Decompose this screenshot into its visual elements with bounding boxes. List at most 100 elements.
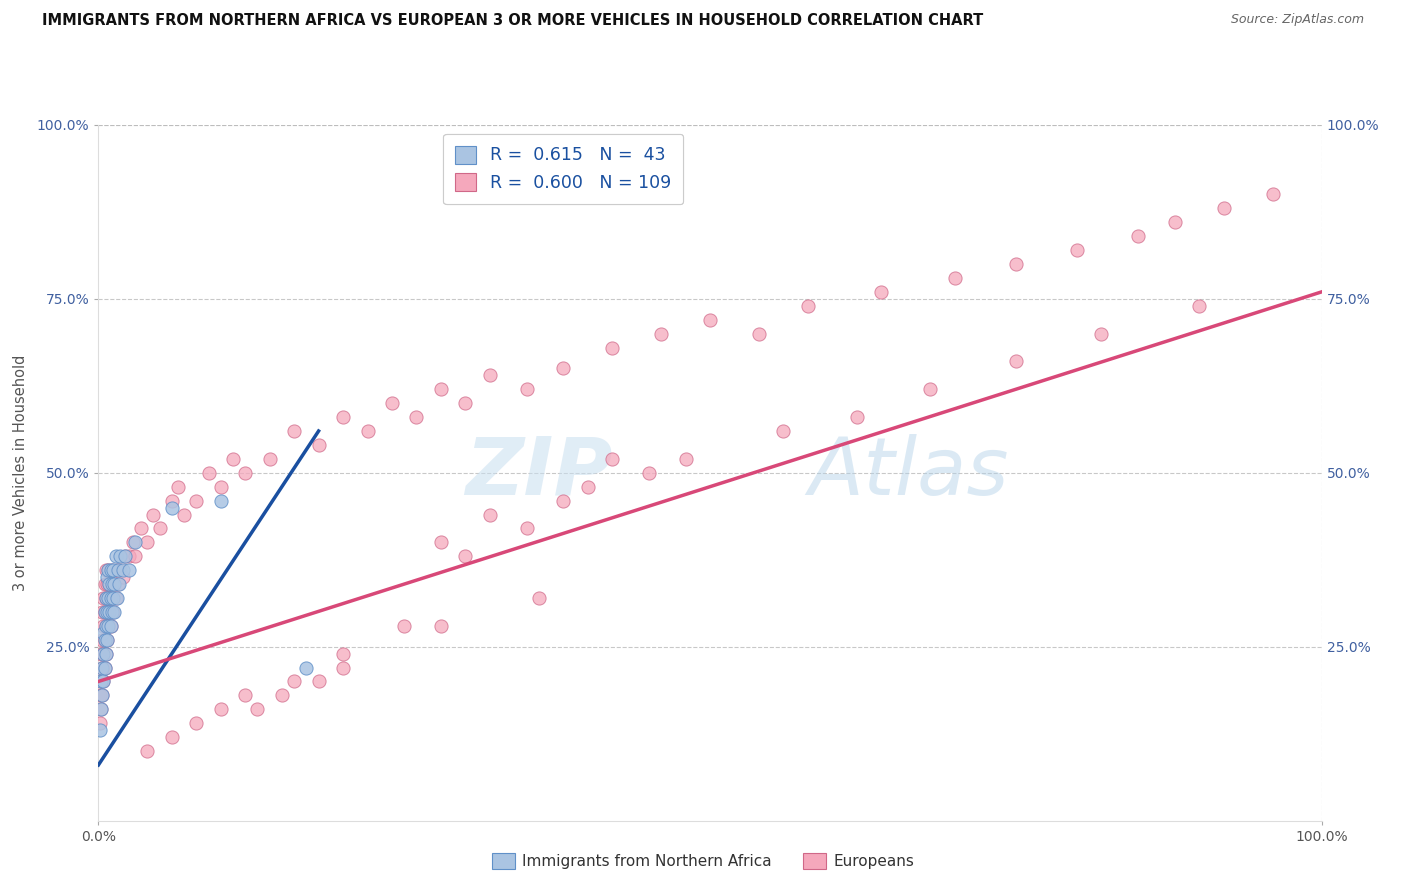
Point: [89, 689, 111, 703]
Point: [91, 625, 114, 640]
Point: [943, 271, 966, 285]
Point: [283, 424, 305, 438]
Point: [103, 577, 125, 591]
Point: [91, 632, 114, 647]
Point: [1261, 187, 1284, 202]
Point: [186, 716, 208, 731]
Point: [104, 549, 127, 564]
Point: [91, 674, 114, 689]
Point: [94, 619, 117, 633]
Text: IMMIGRANTS FROM NORTHERN AFRICA VS EUROPEAN 3 OR MORE VEHICLES IN HOUSEHOLD CORR: IMMIGRANTS FROM NORTHERN AFRICA VS EUROP…: [42, 13, 983, 29]
Point: [553, 493, 575, 508]
Point: [209, 480, 232, 494]
Point: [101, 563, 124, 577]
Point: [1212, 202, 1234, 216]
Point: [107, 563, 129, 577]
Point: [124, 549, 146, 564]
Text: Atlas: Atlas: [808, 434, 1008, 512]
Point: [515, 382, 537, 396]
Point: [97, 619, 120, 633]
Point: [101, 563, 124, 577]
Point: [186, 493, 208, 508]
Point: [91, 660, 114, 674]
Point: [1004, 257, 1026, 271]
Point: [97, 619, 120, 633]
Point: [96, 577, 118, 591]
Point: [405, 410, 427, 425]
Point: [114, 549, 136, 564]
Point: [870, 285, 893, 299]
Point: [650, 326, 672, 341]
Point: [111, 570, 134, 584]
Point: [91, 647, 114, 661]
Point: [93, 632, 115, 647]
Point: [124, 535, 146, 549]
Point: [1128, 229, 1150, 244]
Point: [96, 605, 118, 619]
Point: [110, 549, 132, 564]
Point: [1090, 326, 1112, 341]
Point: [97, 591, 120, 605]
Point: [101, 605, 124, 619]
Point: [1188, 299, 1211, 313]
Point: [100, 591, 122, 605]
Text: ZIP: ZIP: [465, 434, 612, 512]
Point: [93, 660, 115, 674]
Point: [90, 702, 112, 716]
Point: [101, 591, 124, 605]
Point: [259, 451, 281, 466]
Point: [97, 591, 120, 605]
Point: [91, 619, 114, 633]
Point: [93, 605, 115, 619]
Point: [332, 660, 354, 674]
Point: [97, 563, 120, 577]
Point: [100, 619, 122, 633]
Point: [98, 577, 121, 591]
Point: [308, 674, 330, 689]
Point: [209, 493, 232, 508]
Point: [600, 341, 623, 355]
Text: Source: ZipAtlas.com: Source: ZipAtlas.com: [1230, 13, 1364, 27]
Point: [454, 549, 477, 564]
Point: [107, 577, 129, 591]
Point: [675, 451, 697, 466]
Point: [91, 591, 114, 605]
Point: [283, 674, 305, 689]
Point: [98, 605, 121, 619]
Point: [527, 591, 550, 605]
Point: [392, 619, 416, 633]
Point: [89, 716, 111, 731]
Point: [108, 577, 131, 591]
Point: [515, 521, 537, 535]
Point: [110, 563, 132, 577]
Point: [101, 605, 124, 619]
Y-axis label: 3 or more Vehicles in Household: 3 or more Vehicles in Household: [14, 355, 28, 591]
Point: [356, 424, 378, 438]
Point: [94, 591, 117, 605]
Point: [1066, 243, 1088, 257]
Point: [93, 660, 115, 674]
Point: [94, 563, 117, 577]
Point: [454, 396, 477, 410]
Point: [160, 500, 183, 515]
Point: [845, 410, 868, 425]
Point: [233, 689, 256, 703]
Point: [96, 570, 118, 584]
Point: [699, 312, 721, 326]
Point: [104, 591, 127, 605]
Point: [638, 466, 661, 480]
Point: [600, 451, 623, 466]
Point: [576, 480, 599, 494]
Point: [1004, 354, 1026, 368]
Point: [430, 619, 453, 633]
Point: [105, 591, 128, 605]
Point: [93, 605, 115, 619]
Point: [233, 466, 256, 480]
Point: [160, 730, 183, 744]
Point: [100, 563, 122, 577]
Point: [246, 702, 269, 716]
Point: [209, 702, 232, 716]
Point: [222, 451, 245, 466]
Point: [100, 619, 122, 633]
Point: [91, 660, 114, 674]
